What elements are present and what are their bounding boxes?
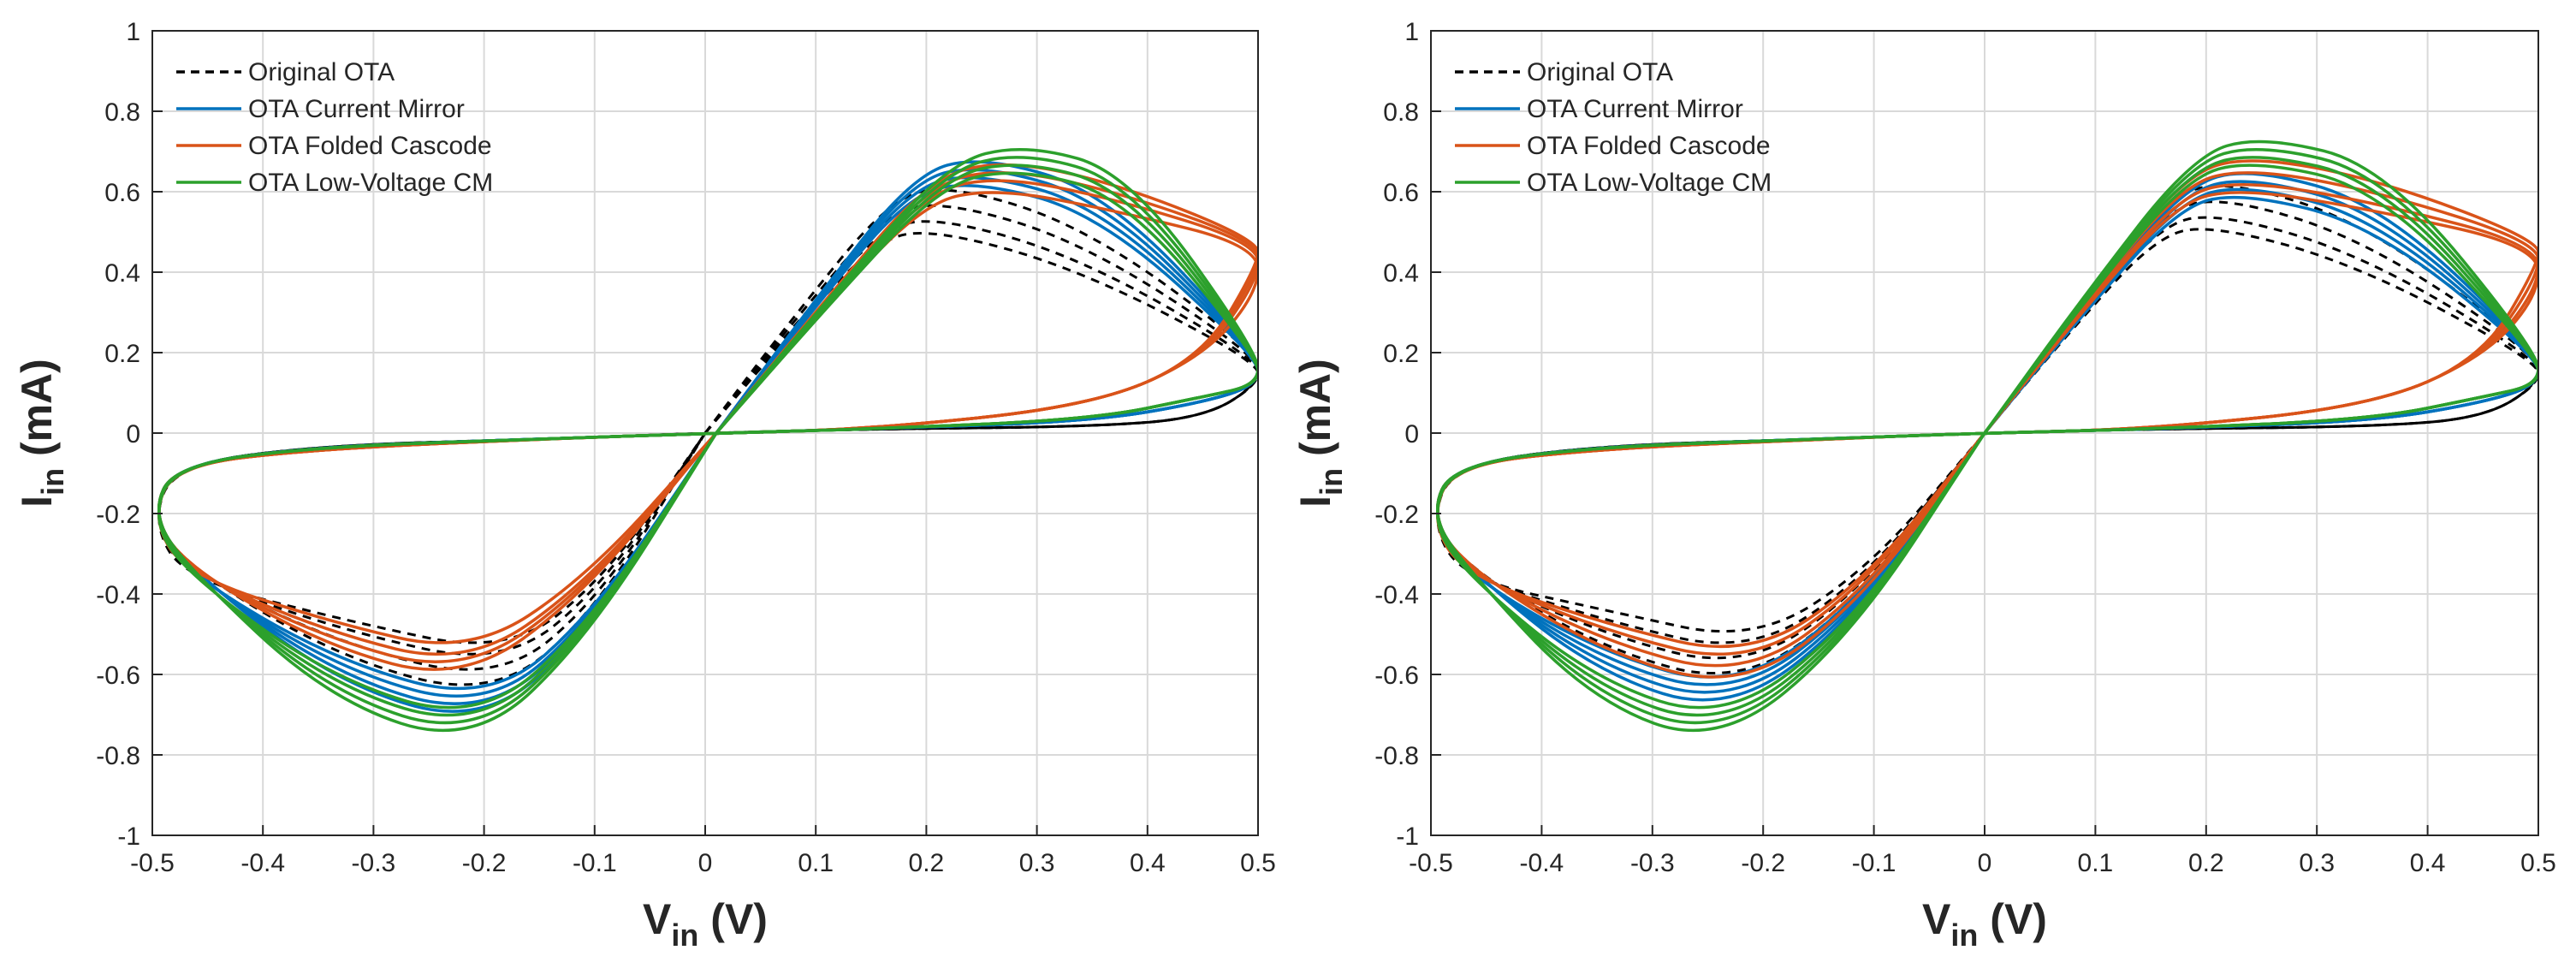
plot-area [157,147,1258,733]
y-tick-label: 0 [1404,420,1419,448]
y-tick-label: 1 [126,18,140,46]
y-tick-label: 0.4 [1383,259,1419,288]
x-tick-label: 0.2 [909,849,945,877]
legend: Original OTA OTA Current Mirror OTA Folded… [176,58,493,197]
series-original-ota-curve [1436,228,2538,633]
y-tick-label: 1 [1404,18,1419,46]
legend-label: OTA Low-Voltage CM [1527,169,1772,197]
legend-label: Original OTA [248,58,395,86]
y-tick-label: 0 [126,420,140,448]
y-tick-label: -0.4 [96,581,140,609]
x-tick-label: 0.4 [1130,849,1166,877]
y-tick-label: 0.8 [1383,98,1419,127]
y-tick-label: 0.4 [104,259,140,288]
y-tick-label: -0.2 [1374,501,1419,529]
x-tick-label: -0.2 [462,849,507,877]
series-original-ota-curve [157,188,1258,686]
legend-label: OTA Current Mirror [1527,95,1743,123]
y-tick-label: -0.4 [1374,581,1419,609]
series-ota-low-voltage-cm-curve [157,171,1258,710]
y-tick-label: -1 [1396,823,1419,851]
x-tick-label: 0.1 [798,849,834,877]
plot-area [1436,140,2538,733]
x-tick-label: 0 [698,849,713,877]
y-tick-label: 0.6 [104,179,140,207]
y-tick-label: 0.6 [1383,179,1419,207]
x-tick-label: -0.5 [130,849,175,877]
chart-left: -0.5 -0.4 -0.3 -0.2 -0.1 0 0.1 0.2 0.3 0.4 0.5 -1 -0… [13,18,1276,953]
y-tick-label: 0.2 [104,340,140,368]
x-tick-label: 0.3 [2299,849,2335,877]
x-tick-label: -0.4 [240,849,285,877]
y-tick-label: -0.2 [96,501,140,529]
x-tick-label: 0.1 [2078,849,2114,877]
x-tick-label: 0.2 [2188,849,2224,877]
y-axis-label: Iin (mA) [13,359,70,508]
y-tick-label: 0.2 [1383,340,1419,368]
legend-label: Original OTA [1527,58,1673,86]
x-tick-label: -0.2 [1741,849,1785,877]
x-tick-label: 0.5 [1240,849,1276,877]
x-tick-label: 0 [1978,849,1992,877]
series-original-ota-curve [1436,216,2538,644]
x-tick-label: -0.3 [1630,849,1675,877]
x-tick-label: -0.5 [1409,849,1453,877]
y-axis-label: Iin (mA) [1291,359,1349,508]
y-tick-label: -0.6 [96,662,140,690]
x-tick-label: 0.5 [2520,849,2556,877]
y-tick-label: -1 [117,823,140,851]
x-tick-label: -0.1 [573,849,617,877]
x-tick-label: -0.1 [1852,849,1896,877]
y-tick-label: -0.8 [96,742,140,770]
legend-label: OTA Low-Voltage CM [248,169,493,197]
legend: Original OTA OTA Current Mirror OTA Folded… [1455,58,1772,197]
legend-label: OTA Current Mirror [248,95,465,123]
y-tick-label: 0.8 [104,98,140,127]
legend-label: OTA Folded Cascode [1527,132,1771,160]
y-tick-label: -0.6 [1374,662,1419,690]
chart-right: -0.5 -0.4 -0.3 -0.2 -0.1 0 0.1 0.2 0.3 0.4 0.5 -1 -0… [1291,18,2556,953]
legend-label: OTA Folded Cascode [248,132,492,160]
x-tick-label: -0.4 [1520,849,1564,877]
x-tick-label: 0.4 [2410,849,2446,877]
x-axis-label: Vin (V) [643,895,768,953]
x-tick-label: 0.3 [1019,849,1055,877]
x-tick-label: -0.3 [352,849,396,877]
y-tick-label: -0.8 [1374,742,1419,770]
x-axis-label: Vin (V) [1922,895,2047,953]
series-ota-low-voltage-cm-curve [1436,163,2538,710]
